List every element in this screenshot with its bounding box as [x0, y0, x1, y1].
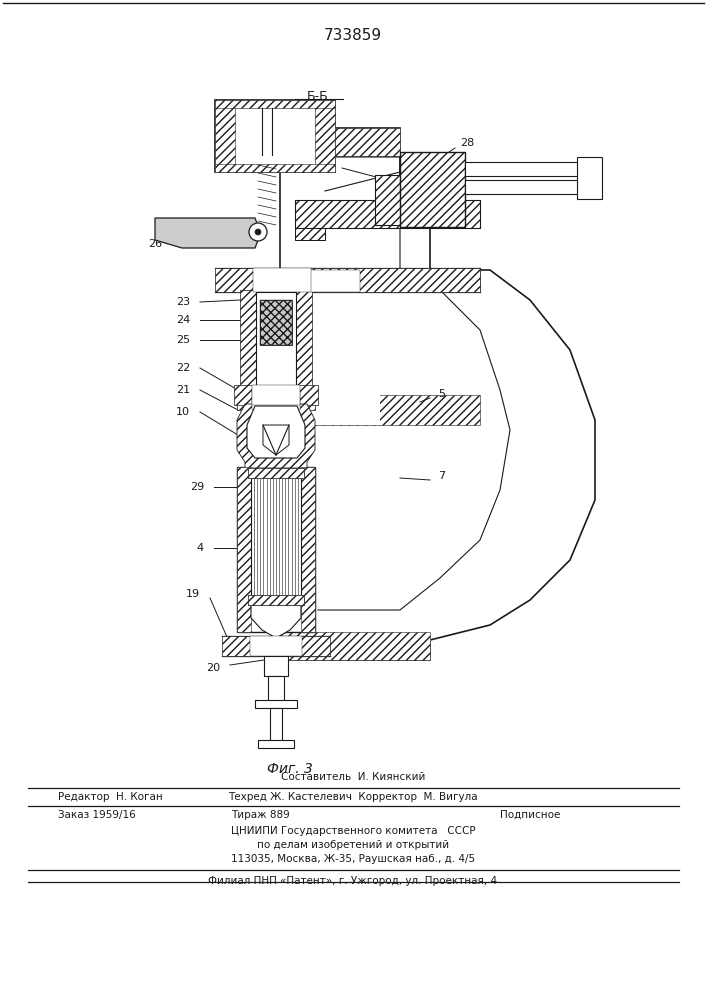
Bar — [295, 200, 480, 228]
Bar — [250, 636, 302, 656]
Bar — [252, 385, 300, 405]
Bar — [237, 467, 251, 632]
Bar — [258, 740, 294, 748]
Bar — [215, 164, 335, 172]
Polygon shape — [237, 404, 315, 468]
Text: 22: 22 — [176, 363, 190, 373]
Bar — [400, 152, 465, 227]
Bar — [234, 385, 318, 405]
Polygon shape — [251, 604, 301, 638]
Bar — [577, 157, 602, 199]
Bar — [280, 632, 430, 660]
Bar — [248, 595, 304, 605]
Text: 20: 20 — [206, 663, 220, 673]
Text: 4: 4 — [197, 543, 204, 553]
Text: по делам изобретений и открытий: по делам изобретений и открытий — [257, 840, 449, 850]
Bar — [222, 636, 330, 656]
Text: 113035, Москва, Ж-35, Раушская наб., д. 4/5: 113035, Москва, Ж-35, Раушская наб., д. … — [231, 854, 475, 864]
Bar — [465, 180, 580, 194]
Text: 733859: 733859 — [324, 28, 382, 43]
Bar — [375, 175, 400, 225]
Polygon shape — [155, 218, 258, 248]
Bar — [264, 656, 288, 676]
Polygon shape — [247, 406, 305, 458]
Text: Редактор  Н. Коган: Редактор Н. Коган — [58, 792, 163, 802]
Bar — [252, 390, 300, 410]
Text: Техред Ж. Кастелевич  Корректор  М. Вигула: Техред Ж. Кастелевич Корректор М. Вигула — [228, 792, 478, 802]
Text: 5: 5 — [438, 389, 445, 399]
Bar — [400, 152, 465, 227]
Bar — [310, 270, 360, 292]
Bar — [215, 100, 335, 108]
Circle shape — [255, 229, 261, 235]
Bar — [251, 476, 301, 596]
Bar — [256, 292, 296, 388]
Bar — [315, 100, 335, 172]
Text: Тираж 889: Тираж 889 — [230, 810, 289, 820]
Circle shape — [249, 223, 267, 241]
Bar — [295, 228, 325, 240]
Bar — [296, 290, 312, 390]
Bar — [240, 290, 256, 390]
Bar — [215, 100, 235, 172]
Text: 25: 25 — [176, 335, 190, 345]
Text: Составитель  И. Киянский: Составитель И. Киянский — [281, 772, 425, 782]
Bar — [260, 300, 292, 345]
Polygon shape — [263, 425, 289, 455]
Text: 23: 23 — [176, 297, 190, 307]
Bar — [237, 467, 315, 632]
Text: Филиал ПНП «Патент», г. Ужгород, ул. Проектная, 4: Филиал ПНП «Патент», г. Ужгород, ул. Про… — [209, 876, 498, 886]
Text: 27: 27 — [322, 158, 336, 168]
Bar — [253, 268, 311, 292]
Bar — [215, 268, 480, 292]
Text: 7: 7 — [438, 471, 445, 481]
Text: 24: 24 — [176, 315, 190, 325]
Bar — [300, 395, 380, 425]
Bar — [248, 595, 304, 605]
Bar — [280, 270, 480, 292]
Text: Подписное: Подписное — [500, 810, 560, 820]
Bar — [260, 300, 292, 345]
Text: Б-Б: Б-Б — [307, 90, 329, 103]
Bar — [268, 676, 284, 704]
Text: 21: 21 — [176, 385, 190, 395]
Bar — [270, 708, 282, 743]
Text: 19: 19 — [186, 589, 200, 599]
Bar — [248, 468, 304, 478]
Text: 26: 26 — [148, 239, 162, 249]
Text: Заказ 1959/16: Заказ 1959/16 — [58, 810, 136, 820]
Bar — [375, 175, 400, 225]
Polygon shape — [280, 128, 595, 660]
Bar — [248, 468, 304, 478]
Bar — [237, 390, 315, 410]
Bar — [215, 100, 335, 172]
Text: ЦНИИПИ Государственного комитета   СССР: ЦНИИПИ Государственного комитета СССР — [230, 826, 475, 836]
Bar — [465, 162, 580, 176]
Bar — [255, 700, 297, 708]
Bar — [280, 395, 480, 425]
Bar — [295, 228, 325, 240]
Text: 28: 28 — [460, 138, 474, 148]
Text: 29: 29 — [189, 482, 204, 492]
Text: Фиг. 3: Фиг. 3 — [267, 762, 313, 776]
Bar — [280, 128, 400, 156]
Bar — [301, 467, 315, 632]
Bar — [295, 200, 480, 228]
Text: 10: 10 — [176, 407, 190, 417]
